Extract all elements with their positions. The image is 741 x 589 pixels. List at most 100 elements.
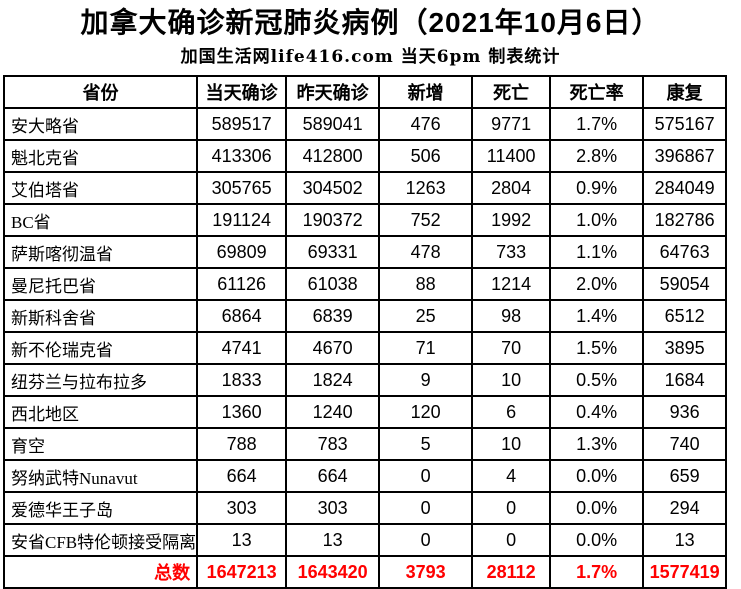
value-cell: 2804 — [471, 171, 552, 205]
value-cell: 752 — [378, 203, 474, 237]
value-cell: 191124 — [196, 203, 288, 237]
value-cell: 1.5% — [549, 331, 645, 365]
table-row: 新不伦瑞克省 4741 4670 71 70 1.5% 3895 — [2, 331, 728, 365]
province-name-cell: 艾伯塔省 — [2, 171, 199, 205]
total-value-cell: 1643420 — [285, 555, 381, 589]
value-cell: 69809 — [196, 235, 288, 269]
value-cell: 0 — [378, 491, 474, 525]
column-header-province: 省份 — [2, 75, 199, 109]
province-name-cell: 萨斯喀彻温省 — [2, 235, 199, 269]
value-cell: 11400 — [471, 139, 552, 173]
value-cell: 6512 — [642, 299, 728, 333]
value-cell: 4670 — [285, 331, 381, 365]
value-cell: 2.0% — [549, 267, 645, 301]
value-cell: 5 — [378, 427, 474, 461]
value-cell: 1824 — [285, 363, 381, 397]
table-body: 安大略省 589517 589041 476 9771 1.7% 575167 魁北克省 413… — [2, 107, 728, 557]
value-cell: 589517 — [196, 107, 288, 141]
table-row: 西北地区 1360 1240 120 6 0.4% 936 — [2, 395, 728, 429]
value-cell: 783 — [285, 427, 381, 461]
province-name-cell: BC省 — [2, 203, 199, 237]
table-row: 安大略省 589517 589041 476 9771 1.7% 575167 — [2, 107, 728, 141]
value-cell: 0 — [471, 523, 552, 557]
table-row: 萨斯喀彻温省 69809 69331 478 733 1.1% 64763 — [2, 235, 728, 269]
value-cell: 61126 — [196, 267, 288, 301]
table-row: 魁北克省 413306 412800 506 11400 2.8% 396867 — [2, 139, 728, 173]
value-cell: 182786 — [642, 203, 728, 237]
value-cell: 71 — [378, 331, 474, 365]
value-cell: 0.0% — [549, 491, 645, 525]
value-cell: 0 — [378, 523, 474, 557]
province-name-cell: 安省CFB特伦顿接受隔离 — [2, 523, 199, 557]
value-cell: 659 — [642, 459, 728, 493]
table-row: 曼尼托巴省 61126 61038 88 1214 2.0% 59054 — [2, 267, 728, 301]
province-name-cell: 努纳武特Nunavut — [2, 459, 199, 493]
value-cell: 575167 — [642, 107, 728, 141]
value-cell: 506 — [378, 139, 474, 173]
province-name-cell: 新不伦瑞克省 — [2, 331, 199, 365]
value-cell: 13 — [642, 523, 728, 557]
value-cell: 589041 — [285, 107, 381, 141]
value-cell: 303 — [196, 491, 288, 525]
province-name-cell: 爱德华王子岛 — [2, 491, 199, 525]
value-cell: 4741 — [196, 331, 288, 365]
page-subtitle: 加国生活网life416.com 当天6pm 制表统计 — [180, 47, 561, 67]
value-cell: 6864 — [196, 299, 288, 333]
value-cell: 664 — [285, 459, 381, 493]
value-cell: 6839 — [285, 299, 381, 333]
table-row: BC省 191124 190372 752 1992 1.0% 182786 — [2, 203, 728, 237]
value-cell: 0.0% — [549, 459, 645, 493]
value-cell: 0.0% — [549, 523, 645, 557]
province-name-cell: 曼尼托巴省 — [2, 267, 199, 301]
value-cell: 1263 — [378, 171, 474, 205]
total-value-cell: 1577419 — [642, 555, 728, 589]
value-cell: 1.3% — [549, 427, 645, 461]
value-cell: 303 — [285, 491, 381, 525]
value-cell: 476 — [378, 107, 474, 141]
value-cell: 25 — [378, 299, 474, 333]
value-cell: 0.5% — [549, 363, 645, 397]
value-cell: 1240 — [285, 395, 381, 429]
total-value-cell: 28112 — [471, 555, 552, 589]
page-title: 加拿大确诊新冠肺炎病例（2021年10月6日） — [80, 7, 661, 38]
province-name-cell: 安大略省 — [2, 107, 199, 141]
value-cell: 13 — [196, 523, 288, 557]
value-cell: 88 — [378, 267, 474, 301]
province-name-cell: 西北地区 — [2, 395, 199, 429]
total-value-cell: 1.7% — [549, 555, 645, 589]
province-name-cell: 育空 — [2, 427, 199, 461]
value-cell: 64763 — [642, 235, 728, 269]
value-cell: 1360 — [196, 395, 288, 429]
table-row: 育空 788 783 5 10 1.3% 740 — [2, 427, 728, 461]
value-cell: 13 — [285, 523, 381, 557]
value-cell: 936 — [642, 395, 728, 429]
value-cell: 10 — [471, 363, 552, 397]
value-cell: 412800 — [285, 139, 381, 173]
value-cell: 70 — [471, 331, 552, 365]
value-cell: 1833 — [196, 363, 288, 397]
value-cell: 0.9% — [549, 171, 645, 205]
value-cell: 788 — [196, 427, 288, 461]
value-cell: 1684 — [642, 363, 728, 397]
value-cell: 98 — [471, 299, 552, 333]
total-value-cell: 3793 — [378, 555, 474, 589]
value-cell: 294 — [642, 491, 728, 525]
value-cell: 1.4% — [549, 299, 645, 333]
value-cell: 733 — [471, 235, 552, 269]
table-row: 新斯科舍省 6864 6839 25 98 1.4% 6512 — [2, 299, 728, 333]
value-cell: 1.1% — [549, 235, 645, 269]
column-header-today-confirmed: 当天确诊 — [196, 75, 288, 109]
value-cell: 664 — [196, 459, 288, 493]
value-cell: 1214 — [471, 267, 552, 301]
column-header-new-cases: 新增 — [378, 75, 474, 109]
value-cell: 69331 — [285, 235, 381, 269]
value-cell: 9 — [378, 363, 474, 397]
value-cell: 3895 — [642, 331, 728, 365]
value-cell: 284049 — [642, 171, 728, 205]
value-cell: 9771 — [471, 107, 552, 141]
value-cell: 0.4% — [549, 395, 645, 429]
total-row: 总数 1647213 1643420 3793 28112 1.7% 1577419 — [2, 555, 728, 589]
table-row: 爱德华王子岛 303 303 0 0 0.0% 294 — [2, 491, 728, 525]
value-cell: 304502 — [285, 171, 381, 205]
value-cell: 413306 — [196, 139, 288, 173]
